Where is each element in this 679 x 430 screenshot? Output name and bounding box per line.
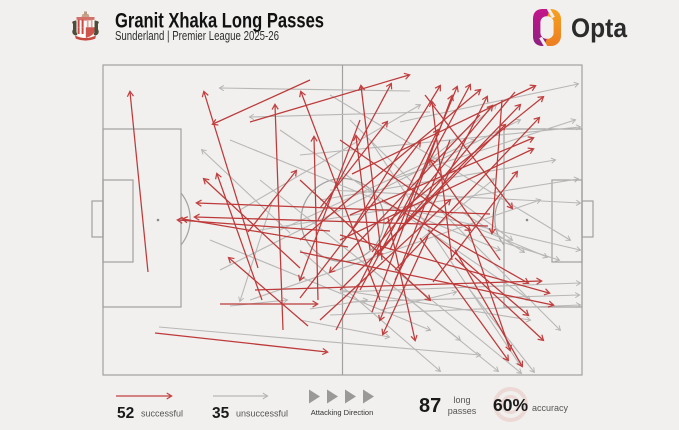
svg-text:Granit Xhaka Long Passes: Granit Xhaka Long Passes [115, 10, 324, 33]
svg-text:52: 52 [117, 405, 134, 422]
svg-text:Opta: Opta [571, 13, 628, 43]
svg-text:unsuccessful: unsuccessful [236, 409, 288, 419]
svg-text:long: long [453, 395, 470, 405]
svg-text:Attacking Direction: Attacking Direction [311, 408, 374, 417]
svg-text:35: 35 [212, 405, 230, 422]
svg-text:successful: successful [141, 409, 183, 419]
svg-text:60%: 60% [493, 395, 528, 415]
svg-text:accuracy: accuracy [532, 403, 569, 413]
svg-text:passes: passes [448, 406, 477, 416]
svg-text:Sunderland | Premier League 20: Sunderland | Premier League 2025-26 [115, 29, 279, 43]
svg-text:87: 87 [419, 395, 441, 417]
